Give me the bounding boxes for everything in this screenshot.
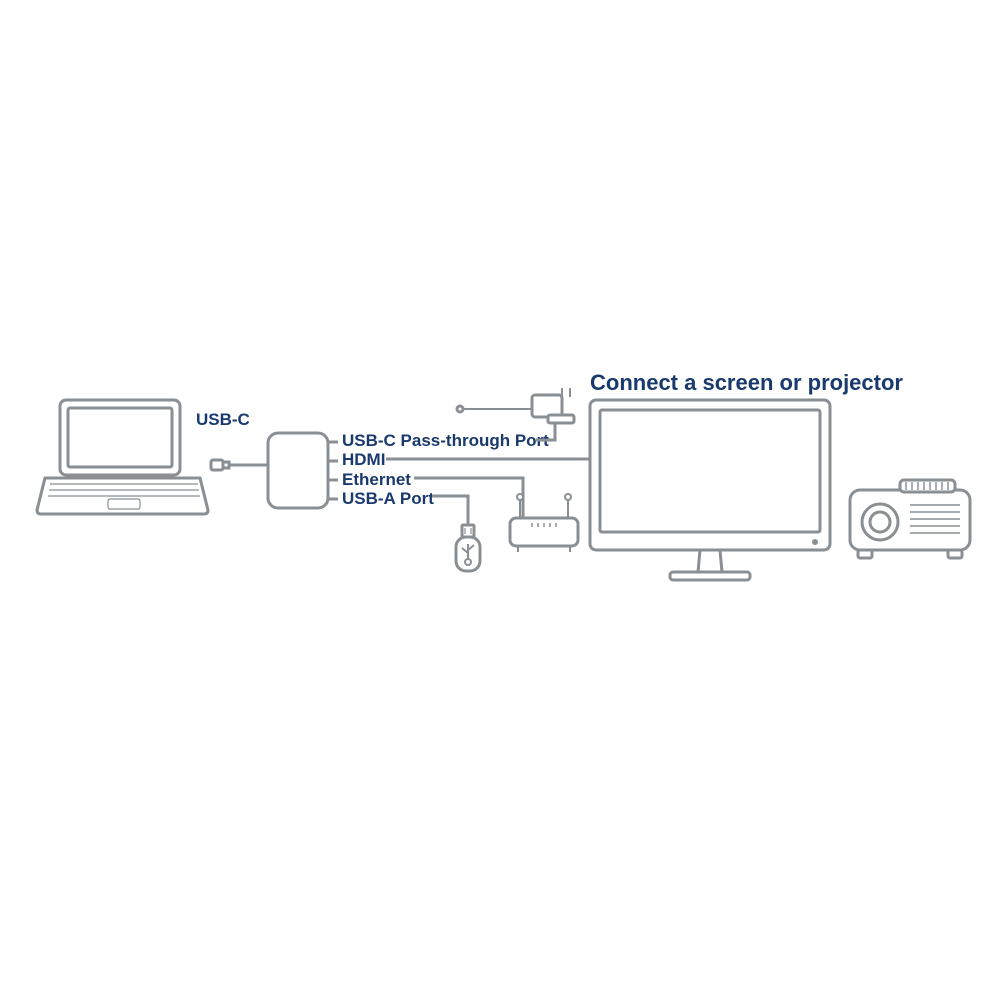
router-icon <box>510 494 578 552</box>
usbc-cable <box>211 460 268 470</box>
passthrough-label: USB-C Pass-through Port <box>342 431 549 450</box>
usb-stick-icon <box>456 525 480 571</box>
connection-diagram: Connect a screen or projector USB-C USB-… <box>0 0 1000 1000</box>
title-label: Connect a screen or projector <box>590 370 903 395</box>
hdmi-label: HDMI <box>342 450 385 469</box>
ethernet-label: Ethernet <box>342 470 411 489</box>
usbc-label: USB-C <box>196 410 250 429</box>
usba-label: USB-A Port <box>342 489 434 508</box>
monitor-icon <box>590 400 830 580</box>
projector-icon <box>850 480 970 558</box>
hub-icon <box>268 433 338 508</box>
laptop-icon <box>37 400 208 514</box>
usba-cable <box>432 496 468 526</box>
power-plug-icon <box>532 388 574 423</box>
